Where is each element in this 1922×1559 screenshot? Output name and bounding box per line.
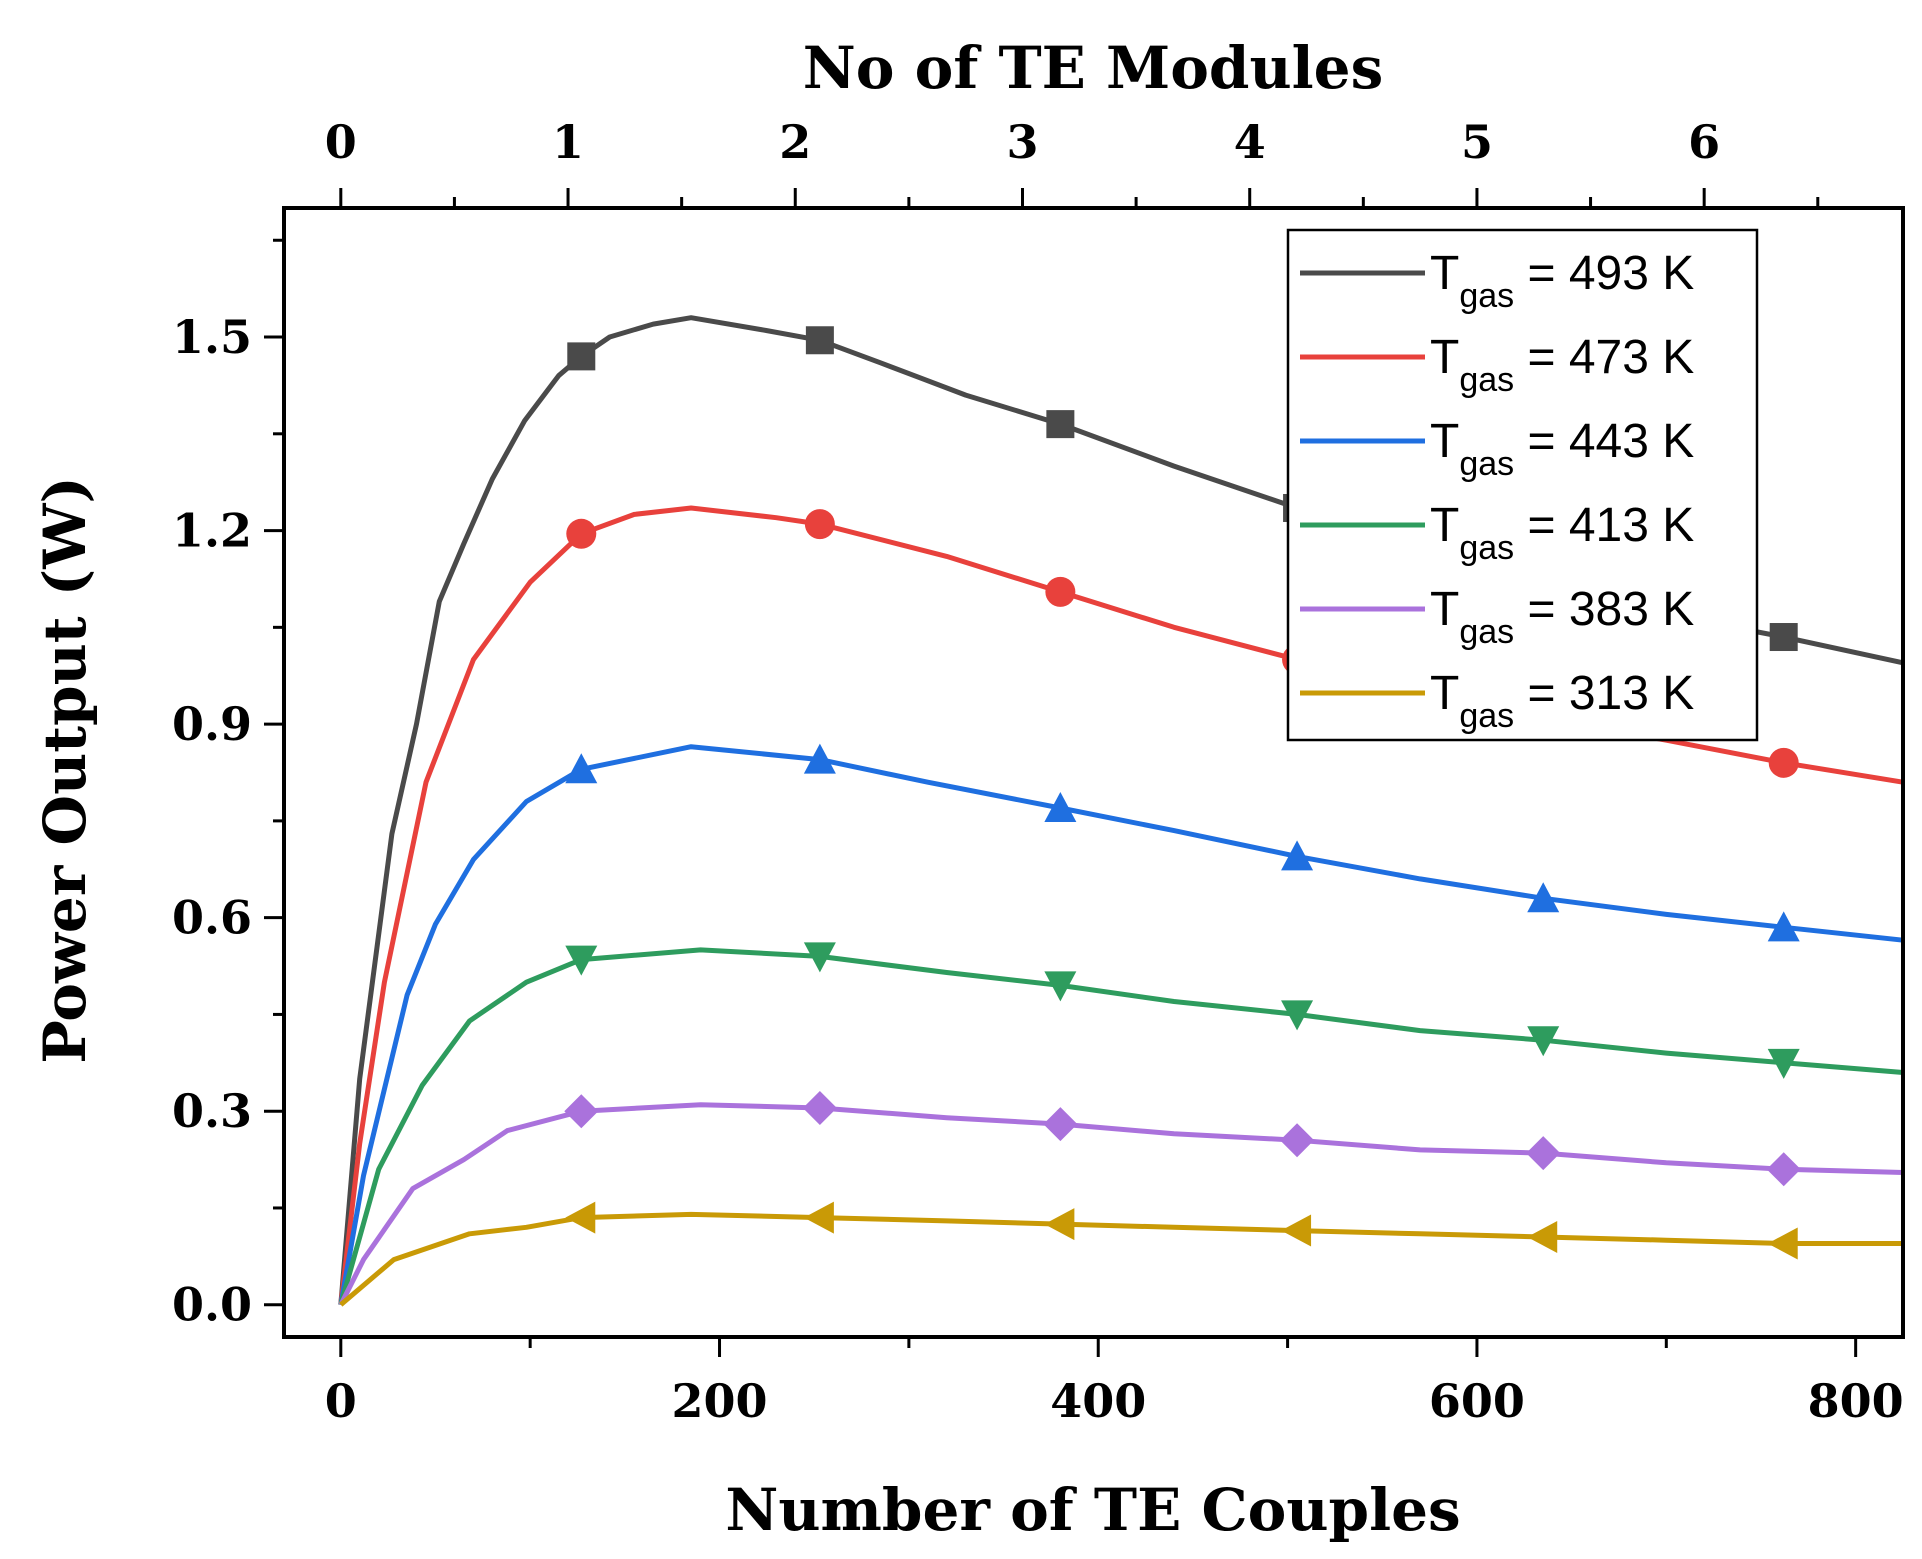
- data-point-413k: [1527, 1026, 1560, 1057]
- legend-label-383k: Tgas = 383 K: [1430, 583, 1694, 651]
- data-point-443k: [1281, 840, 1314, 871]
- data-point-473k: [804, 509, 835, 540]
- data-point-413k: [803, 942, 836, 973]
- data-point-413k: [565, 945, 598, 976]
- data-point-493k: [567, 342, 596, 371]
- top-tick-label: 0: [325, 115, 357, 169]
- y-tick-label: 0.6: [172, 891, 252, 945]
- data-point-383k: [1043, 1107, 1078, 1142]
- top-tick-label: 1: [552, 115, 584, 169]
- top-tick-label: 5: [1461, 115, 1493, 169]
- data-point-493k: [1046, 410, 1075, 439]
- tick-labels: 0 200 400 600 800 0.0 0.3 0.6 0.9 1.2 1.5 0 1 2 3 4 5 6: [172, 115, 1904, 1428]
- plot-area-frame: [282, 206, 1905, 1339]
- series-line-443k: [338, 744, 1904, 1306]
- data-point-313k: [1767, 1227, 1798, 1260]
- y-tick-label: 0.9: [172, 697, 252, 751]
- top-axis-title: No of TE Modules: [803, 34, 1383, 102]
- legend-label-313k: Tgas = 313 K: [1430, 667, 1694, 735]
- x-tick-label: 0: [325, 1374, 357, 1428]
- data-point-383k: [1766, 1152, 1801, 1187]
- legend: Tgas = 493 K Tgas = 473 K Tgas = 443 K Tgas…: [1286, 228, 1759, 742]
- data-point-313k: [1527, 1221, 1558, 1254]
- x-tick-label: 800: [1808, 1374, 1904, 1428]
- x-tick-label: 200: [672, 1374, 768, 1428]
- data-point-473k: [566, 518, 597, 549]
- y-axis-title: Power Output (W): [31, 476, 99, 1064]
- series-line-413k: [338, 947, 1904, 1306]
- top-tick-label: 6: [1688, 115, 1720, 169]
- data-point-413k: [1281, 1000, 1314, 1031]
- y-tick-label: 0.0: [172, 1278, 252, 1332]
- data-point-413k: [1044, 971, 1077, 1002]
- data-point-413k: [1767, 1048, 1800, 1079]
- series-line-383k: [338, 1102, 1904, 1306]
- legend-label-493k: Tgas = 493 K: [1430, 247, 1694, 315]
- data-point-383k: [802, 1090, 837, 1125]
- top-tick-label: 3: [1006, 115, 1038, 169]
- y-tick-label: 1.2: [172, 504, 252, 558]
- legend-label-443k: Tgas = 443 K: [1430, 415, 1694, 483]
- data-point-443k: [803, 743, 836, 774]
- x-tick-label: 600: [1429, 1374, 1525, 1428]
- data-point-383k: [564, 1094, 599, 1129]
- legend-label-413k: Tgas = 413 K: [1430, 499, 1694, 567]
- data-point-473k: [1768, 747, 1799, 778]
- x-tick-label: 400: [1050, 1374, 1146, 1428]
- y-tick-label: 0.3: [172, 1084, 252, 1138]
- data-point-383k: [1280, 1123, 1315, 1158]
- data-point-443k: [565, 753, 598, 784]
- data-point-313k: [1281, 1214, 1312, 1247]
- data-point-443k: [1044, 791, 1077, 822]
- data-point-383k: [1526, 1136, 1561, 1171]
- data-point-443k: [1527, 882, 1560, 913]
- data-point-493k: [805, 326, 834, 355]
- series-line-313k: [339, 1211, 1903, 1307]
- top-tick-label: 4: [1234, 115, 1266, 169]
- x-axis-title: Number of TE Couples: [725, 1476, 1460, 1544]
- y-tick-label: 1.5: [172, 310, 252, 364]
- top-tick-label: 2: [779, 115, 811, 169]
- data-point-313k: [803, 1201, 834, 1234]
- data-point-443k: [1767, 911, 1800, 942]
- legend-box: [1286, 228, 1759, 742]
- data-point-313k: [1044, 1208, 1075, 1241]
- legend-label-473k: Tgas = 473 K: [1430, 331, 1694, 399]
- data-point-473k: [1045, 576, 1076, 607]
- data-point-493k: [1769, 623, 1798, 652]
- data-point-313k: [565, 1201, 596, 1234]
